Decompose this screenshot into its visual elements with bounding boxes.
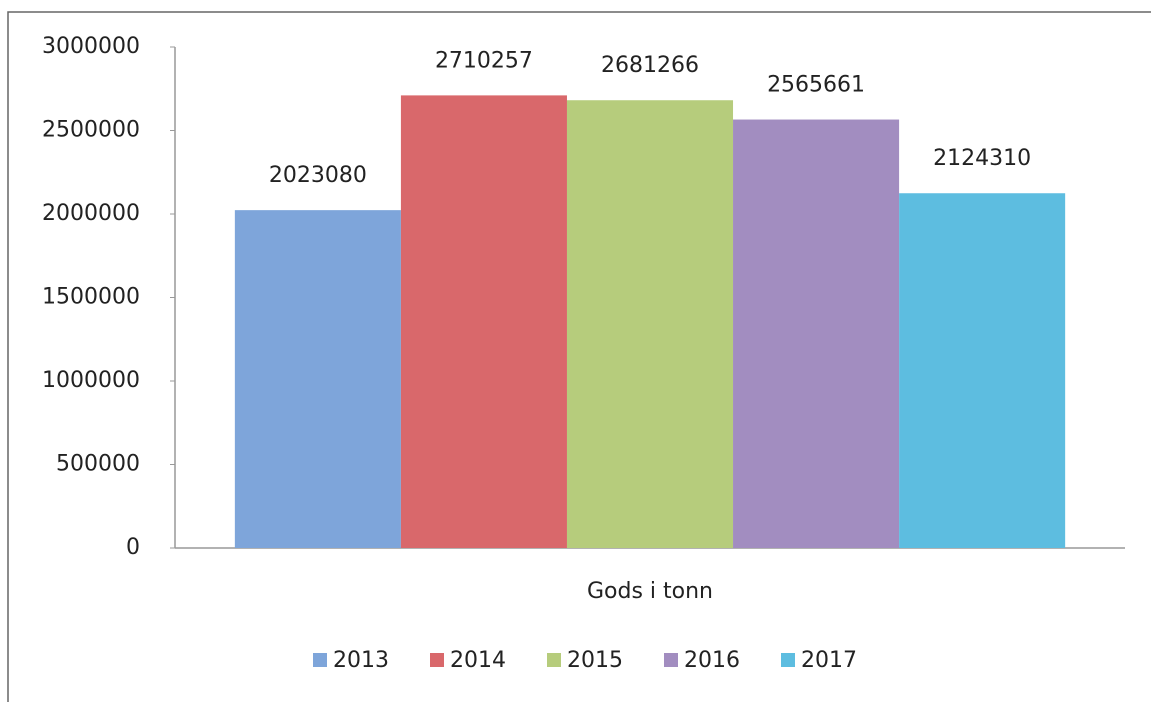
bar <box>566 100 734 548</box>
legend-label: 2016 <box>684 648 740 673</box>
legend-swatch <box>781 653 795 667</box>
data-label: 2681266 <box>601 53 699 78</box>
x-tick-label: Gods i tonn <box>587 579 713 604</box>
legend-swatch <box>664 653 678 667</box>
bar <box>733 119 900 549</box>
legend-label: 2014 <box>450 648 506 673</box>
y-tick-label: 500000 <box>56 452 140 477</box>
data-label: 2565661 <box>767 73 865 98</box>
data-label: 2124310 <box>933 146 1031 171</box>
legend-label: 2017 <box>801 648 857 673</box>
legend-label: 2013 <box>333 648 389 673</box>
legend-label: 2015 <box>567 648 623 673</box>
bar <box>400 95 567 548</box>
legend-swatch <box>547 653 561 667</box>
y-tick-label: 3000000 <box>42 34 140 59</box>
data-label: 2710257 <box>435 48 533 73</box>
y-tick-label: 0 <box>126 535 140 560</box>
y-tick-label: 1000000 <box>42 368 140 393</box>
y-tick-label: 2500000 <box>42 118 140 143</box>
data-label: 2023080 <box>269 163 367 188</box>
bar <box>899 193 1066 548</box>
legend-swatch <box>313 653 327 667</box>
y-tick-label: 1500000 <box>42 285 140 310</box>
bar <box>234 210 401 549</box>
y-tick-label: 2000000 <box>42 201 140 226</box>
legend-swatch <box>430 653 444 667</box>
